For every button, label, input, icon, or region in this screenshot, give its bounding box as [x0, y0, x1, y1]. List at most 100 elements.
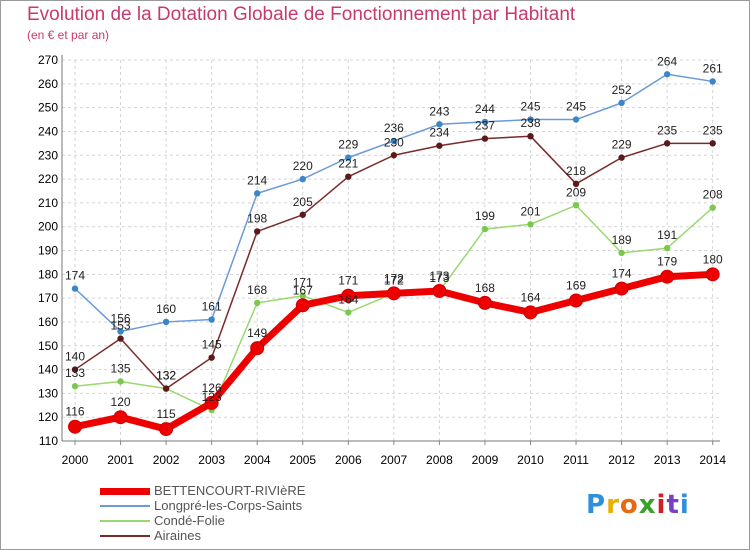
y-tick-label: 190: [38, 244, 58, 258]
data-point: [113, 410, 128, 425]
data-point: [254, 299, 261, 307]
data-point: [705, 267, 720, 282]
data-label: 237: [475, 119, 495, 133]
data-label: 160: [156, 302, 176, 316]
y-tick-label: 250: [38, 101, 58, 115]
x-tick-label: 2005: [289, 453, 316, 467]
data-label: 189: [612, 233, 632, 247]
data-point: [299, 292, 306, 299]
data-point: [572, 116, 580, 123]
data-label: 264: [657, 54, 677, 68]
legend-label: Airaines: [154, 528, 201, 543]
y-tick-label: 210: [38, 196, 58, 210]
y-tick-label: 180: [38, 267, 58, 281]
data-point: [345, 154, 352, 161]
data-point: [117, 335, 124, 342]
data-label: 244: [475, 102, 495, 116]
data-point: [481, 135, 489, 142]
x-tick-label: 2000: [62, 453, 89, 467]
data-point: [159, 422, 174, 437]
data-label: 245: [566, 100, 586, 114]
data-point: [572, 202, 580, 209]
axis-layer: 1101201301401501601701801902002102202302…: [38, 53, 726, 467]
data-label: 220: [293, 159, 313, 173]
data-point: [295, 298, 310, 313]
data-label: 221: [338, 157, 358, 171]
logo-letter: x: [638, 490, 657, 520]
y-tick-label: 240: [38, 124, 58, 138]
data-label: 116: [65, 405, 84, 419]
data-point: [208, 354, 215, 361]
chart-subtitle: (en € et par an): [27, 28, 110, 42]
logo-letter: P: [586, 490, 607, 520]
data-label: 230: [384, 135, 404, 149]
data-label: 133: [65, 366, 85, 380]
data-label: 180: [703, 252, 723, 266]
data-label: 161: [202, 300, 222, 314]
data-point: [527, 133, 534, 140]
data-point: [208, 316, 215, 323]
data-label: 205: [293, 195, 313, 209]
data-label: 115: [157, 407, 176, 421]
y-tick-label: 270: [38, 53, 58, 67]
data-point: [436, 142, 443, 149]
data-label: 168: [475, 281, 495, 295]
data-label: 191: [657, 228, 677, 242]
data-label: 171: [338, 274, 358, 288]
data-point: [614, 281, 629, 296]
x-tick-label: 2001: [107, 453, 134, 467]
data-label: 209: [566, 185, 586, 199]
data-point: [117, 328, 124, 335]
data-label: 149: [247, 326, 267, 340]
data-label: 135: [111, 361, 131, 375]
data-label: 245: [520, 100, 540, 114]
legend-label: Longpré-les-Corps-Saints: [154, 498, 303, 513]
y-tick-label: 200: [38, 220, 58, 234]
data-point: [250, 341, 265, 356]
data-point: [618, 99, 625, 107]
data-point: [709, 140, 716, 147]
data-point: [709, 204, 716, 211]
x-tick-label: 2006: [335, 453, 362, 467]
data-label: 235: [657, 123, 677, 137]
data-point: [162, 318, 170, 326]
data-label: 261: [703, 61, 723, 75]
logo-letter: t: [666, 490, 680, 520]
y-tick-label: 220: [38, 172, 58, 186]
data-point: [254, 190, 261, 197]
chart-title: Evolution de la Dotation Globale de Fonc…: [27, 4, 576, 25]
y-tick-label: 160: [38, 315, 58, 329]
data-label: 164: [520, 290, 540, 304]
data-point: [569, 293, 584, 308]
logo-letter: r: [606, 490, 620, 520]
data-label: 243: [429, 104, 449, 118]
x-tick-label: 2007: [380, 453, 407, 467]
data-point: [477, 295, 492, 310]
data-label-layer: 174 156 160 161 214 220 229 236 243 244 245 245 252 2…: [65, 54, 723, 421]
data-label: 252: [612, 83, 632, 97]
data-label: 172: [384, 273, 404, 287]
data-label: 132: [156, 369, 176, 383]
data-label: 234: [429, 126, 449, 140]
data-label: 235: [703, 123, 723, 137]
data-label: 145: [202, 338, 222, 352]
data-point: [71, 383, 79, 390]
data-point: [68, 419, 82, 434]
data-label: 208: [703, 188, 723, 202]
x-tick-label: 2013: [654, 453, 681, 467]
data-point: [709, 78, 716, 85]
logo-letter: o: [619, 490, 639, 520]
data-point: [299, 175, 306, 183]
data-point: [660, 269, 675, 284]
data-point: [254, 228, 261, 235]
data-label: 171: [293, 276, 313, 290]
data-point: [390, 137, 398, 145]
x-tick-label: 2002: [153, 453, 180, 467]
data-label: 173: [429, 271, 449, 285]
data-point: [618, 249, 625, 257]
data-point: [299, 211, 306, 218]
data-label: 229: [612, 138, 632, 152]
data-point: [345, 309, 352, 316]
data-point: [572, 180, 580, 188]
data-label: 120: [111, 395, 131, 409]
